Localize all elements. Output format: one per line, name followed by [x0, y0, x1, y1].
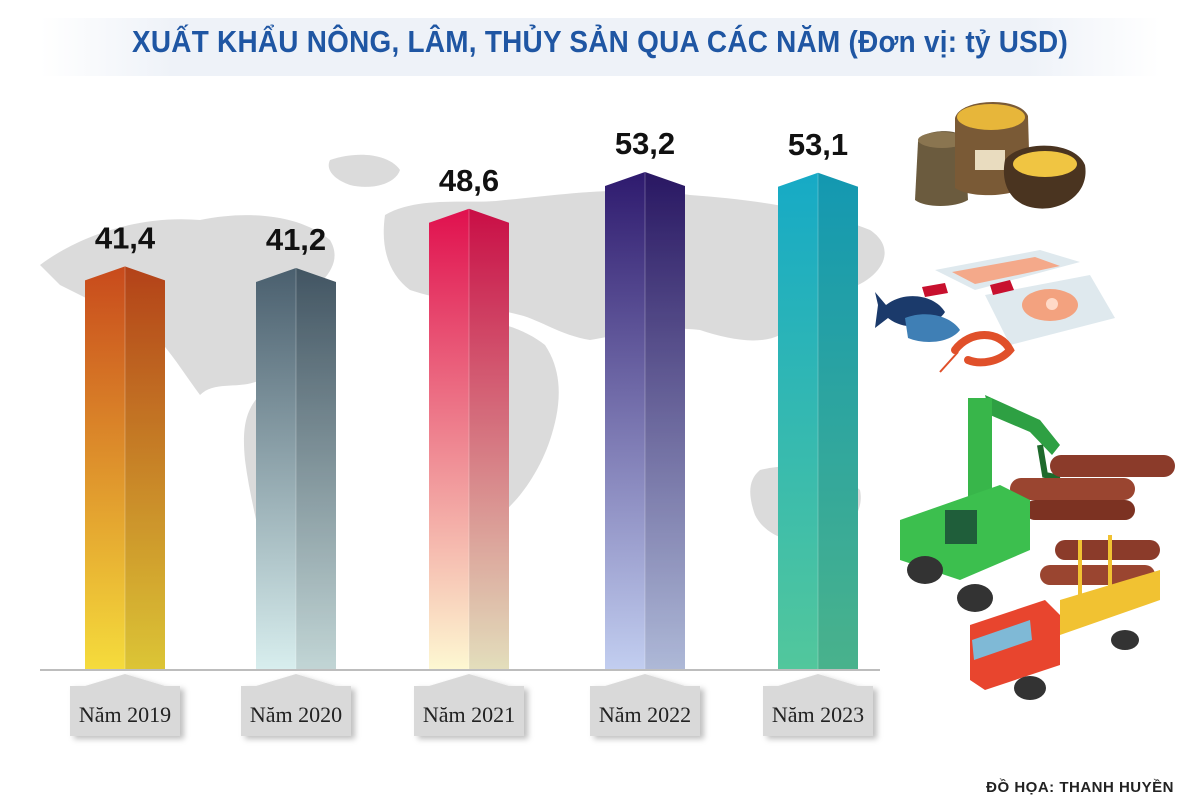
grain-sacks-illustration: [915, 101, 1086, 209]
bar-3-shade: [469, 208, 509, 671]
bar-4-shade: [645, 172, 685, 670]
bar-5-shade: [818, 172, 858, 671]
bar-4: [605, 172, 685, 670]
chart-title: XUẤT KHẨU NÔNG, LÂM, THỦY SẢN QUA CÁC NĂ…: [131, 24, 1069, 59]
value-label-2: 41,2: [266, 222, 326, 257]
seafood-illustration: [875, 250, 1115, 373]
credit-text: ĐỒ HỌA: THANH HUYỀN: [986, 779, 1174, 796]
category-label-1: Năm 2019: [79, 702, 171, 727]
value-label-3: 48,6: [439, 163, 499, 198]
bar-1: [85, 266, 165, 670]
category-tab-5: [763, 674, 873, 736]
bars-group: 41,4 Năm 2019 41,2 Năm 2020 48,6 Năm 2021 53,2…: [70, 126, 873, 736]
bar-2-shade: [296, 268, 336, 670]
category-label-5: Năm 2023: [772, 702, 864, 727]
category-tab-3: [414, 674, 524, 736]
bar-3: [429, 208, 509, 671]
value-label-1: 41,4: [95, 220, 156, 255]
bar-5: [778, 172, 858, 671]
value-label-4: 53,2: [615, 126, 675, 161]
category-tab-1: [70, 674, 180, 736]
bar-2: [256, 268, 336, 670]
category-label-2: Năm 2020: [250, 702, 342, 727]
category-label-4: Năm 2022: [599, 702, 691, 727]
title-band: [40, 18, 1160, 76]
logging-truck-illustration: [900, 395, 1175, 700]
category-tab-2: [241, 674, 351, 736]
category-tab-4: [590, 674, 700, 736]
category-label-3: Năm 2021: [423, 702, 515, 727]
value-label-5: 53,1: [788, 127, 848, 162]
bar-1-shade: [125, 266, 165, 670]
